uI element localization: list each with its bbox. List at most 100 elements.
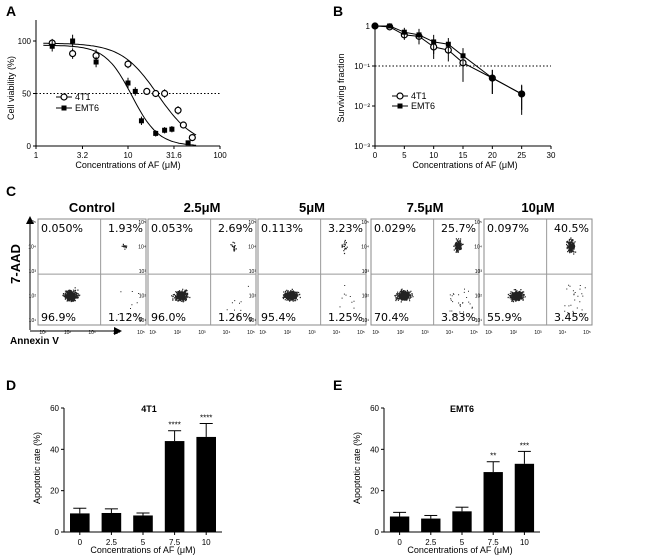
panel-a-point-emt6-7 [162, 127, 168, 133]
flow-xtick-3-3: 10⁴ [446, 330, 454, 336]
panel-a-point-4t1-5 [152, 89, 160, 98]
panel-a-viability-chart: Cell viability (%) Concentrations of AF … [6, 20, 227, 170]
panel-d-y-label: Apoptotic rate (%) [32, 432, 42, 504]
panel-b-xtick-label-15: 15 [459, 151, 468, 160]
panel-b-xtick-label-25: 25 [517, 151, 526, 160]
panel-a-fit-emt6 [43, 44, 197, 146]
flow-ytick-1-2: 10³ [139, 269, 147, 275]
flow-frame-4 [483, 218, 593, 326]
panel-a-point-emt6-6 [153, 130, 159, 136]
panel-e-y-label: Apoptotic rate (%) [352, 432, 362, 504]
panel-label-c: C [6, 183, 16, 199]
panel-b-point-emt6-4 [431, 39, 437, 45]
flow-ytick-1-0: 10¹ [139, 318, 147, 324]
flow-xtick-3-4: 10⁵ [470, 330, 478, 336]
flow-ytick-3-2: 10³ [362, 269, 370, 275]
panel-a-legend: 4T1 EMT6 [56, 92, 99, 113]
panel-d-bar-2-5 [101, 512, 122, 532]
panel-b-point-emt6-8 [519, 91, 525, 97]
flow-xtick-1-4: 10⁵ [247, 330, 255, 336]
panel-a-xtick-label-10: 10 [124, 151, 133, 160]
panel-a-point-emt6-5 [138, 118, 144, 124]
panel-d-ytick-label-0: 0 [55, 528, 60, 537]
flow-title-5-m: 5μM [299, 200, 325, 215]
panel-e-xtick-label-5: 5 [460, 538, 465, 547]
flow-lr-4: 3.45% [554, 311, 589, 324]
flow-ll-3: 70.4% [374, 311, 409, 324]
panel-b-ytick-label-0: 1 [366, 22, 371, 31]
legend-marker-emt6 [61, 105, 67, 111]
flow-xtick-1-1: 10² [174, 330, 182, 336]
panel-a-xtick-label-100: 100 [213, 151, 227, 160]
flow-lr-2: 1.25% [328, 311, 363, 324]
panel-a-point-4t1-8 [179, 121, 187, 129]
panel-label-a: A [6, 3, 16, 19]
flow-ul-2: 0.113% [261, 222, 303, 235]
panel-a-point-emt6-4 [132, 88, 138, 94]
panel-d-sig-7-5: **** [168, 421, 180, 430]
panel-a-ticks: 1 3.2 10 31.6 100 0 50 100 [18, 37, 228, 160]
panel-e-sig-10: *** [520, 441, 529, 450]
flow-xtick-0-4: 10⁵ [137, 330, 145, 336]
flow-xtick-3-0: 10¹ [372, 330, 380, 336]
panel-b-surviving-chart: Surviving fraction Concentrations of AF … [336, 22, 556, 170]
flow-ytick-4-2: 10³ [475, 269, 483, 275]
panel-a-point-4t1-9 [188, 134, 196, 142]
panel-e-ytick-label-20: 20 [370, 487, 379, 496]
panel-e-bar-7-5 [483, 472, 503, 532]
panel-b-xtick-label-0: 0 [373, 151, 378, 160]
panel-d-marks: **** **** [70, 414, 216, 532]
flow-ll-2: 95.4% [261, 311, 296, 324]
panel-e-bar-chart: EMT6 Apoptotic rate (%) Concentrations o… [352, 404, 540, 555]
flow-ur-2: 3.23% [328, 222, 363, 235]
flow-xtick-4-2: 10³ [534, 330, 542, 336]
legend-marker-4t1 [60, 93, 68, 101]
panel-a-point-emt6-2 [93, 59, 99, 65]
panel-b-xtick-label-30: 30 [547, 151, 556, 160]
flow-lr-0: 1.12% [108, 311, 143, 324]
legend-marker-4t1-b [396, 92, 404, 100]
panel-a-xtick-label-3-2: 3.2 [77, 151, 89, 160]
flow-dots-2 [282, 239, 355, 317]
panel-e-bar-0 [389, 516, 410, 532]
flow-x-arrowhead [114, 327, 122, 335]
panel-a-point-4t1-1 [69, 49, 77, 58]
flow-ytick-2-3: 10⁴ [248, 245, 256, 251]
panel-e-marks: ***** [389, 441, 535, 532]
panel-b-y-label: Surviving fraction [336, 53, 346, 122]
panel-d-xtick-label-5: 5 [141, 538, 146, 547]
panel-d-xtick-label-0: 0 [78, 538, 83, 547]
flow-ytick-2-2: 10³ [249, 269, 257, 275]
panel-b-xtick-label-10: 10 [429, 151, 438, 160]
flow-frame-0 [37, 218, 147, 326]
flow-frame-3 [370, 218, 480, 326]
panel-a-point-emt6-3 [125, 80, 131, 86]
flow-lr-1: 1.26% [218, 311, 253, 324]
panel-b-point-emt6-7 [489, 75, 495, 81]
flow-xtick-1-2: 10³ [198, 330, 206, 336]
panel-label-e: E [333, 377, 342, 393]
flow-title-2-5-m: 2.5μM [184, 200, 221, 215]
panel-a-xtick-label-1: 1 [34, 151, 39, 160]
flow-ytick-3-1: 10² [362, 294, 370, 300]
panel-a-marks [36, 34, 220, 146]
flow-x-label: Annexin V [10, 336, 59, 347]
flow-ytick-1-4: 10⁵ [138, 220, 146, 226]
panel-d-ytick-label-40: 40 [50, 445, 59, 454]
panel-c-flow-plots: 7-AAD Annexin V Control 0.050% 1.93% 96.9% 1… [8, 200, 593, 347]
panel-a-ytick-label-50: 50 [22, 90, 31, 99]
panel-a-point-emt6-9 [185, 140, 191, 146]
flow-xtick-2-0: 10¹ [259, 330, 267, 336]
flow-xtick-4-4: 10⁵ [583, 330, 591, 336]
flow-ur-3: 25.7% [441, 222, 476, 235]
flow-xtick-4-0: 10¹ [485, 330, 493, 336]
panel-a-y-label: Cell viability (%) [6, 56, 16, 120]
panel-d-bar-chart: 4T1 Apoptotic rate (%) Concentrations of… [32, 404, 222, 555]
flow-xtick-2-1: 10² [284, 330, 292, 336]
panel-b-marks [371, 22, 551, 115]
flow-ytick-1-1: 10² [139, 294, 147, 300]
panel-a-ytick-label-0: 0 [27, 142, 32, 151]
